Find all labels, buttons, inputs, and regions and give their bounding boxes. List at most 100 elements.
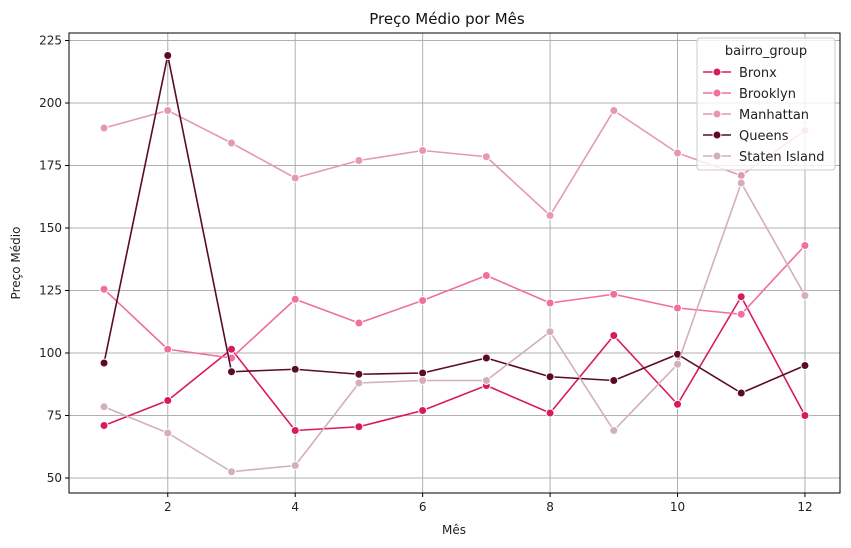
data-point-queens bbox=[418, 368, 428, 378]
data-point-manhattan bbox=[545, 211, 555, 220]
data-point-queens bbox=[481, 353, 491, 363]
data-point-manhattan bbox=[354, 156, 364, 165]
y-tick-label: 125 bbox=[39, 284, 62, 298]
series-brooklyn bbox=[99, 241, 810, 363]
x-tick-label: 8 bbox=[546, 500, 554, 514]
x-tick-label: 6 bbox=[419, 500, 427, 514]
data-point-bronx bbox=[99, 421, 109, 430]
x-tick-label: 10 bbox=[670, 500, 685, 514]
series-line-bronx bbox=[103, 295, 806, 432]
data-point-staten-island bbox=[609, 426, 619, 435]
x-tick-label: 2 bbox=[164, 500, 172, 514]
data-point-queens bbox=[609, 376, 619, 385]
data-point-manhattan bbox=[736, 171, 746, 180]
y-axis: 50 75 100 125 150 175 200 225 bbox=[39, 34, 69, 485]
data-point-manhattan bbox=[163, 106, 173, 115]
data-point-brooklyn bbox=[418, 296, 428, 305]
legend-label: Queens bbox=[739, 129, 789, 144]
y-tick-label: 150 bbox=[39, 221, 62, 235]
data-point-queens bbox=[99, 358, 109, 368]
legend-box bbox=[696, 37, 836, 171]
legend-marker bbox=[712, 151, 722, 161]
data-point-brooklyn bbox=[736, 309, 746, 319]
data-point-brooklyn bbox=[800, 241, 810, 250]
data-point-bronx bbox=[354, 422, 364, 432]
data-point-bronx bbox=[673, 399, 683, 409]
x-tick-label: 12 bbox=[797, 500, 812, 514]
data-point-manhattan bbox=[226, 138, 236, 148]
data-point-brooklyn bbox=[290, 294, 300, 304]
series-line-staten-island bbox=[103, 182, 806, 473]
y-axis-label: Preço Médio bbox=[9, 227, 23, 300]
legend-item-bronx: Bronx bbox=[703, 66, 777, 81]
x-tick-label: 4 bbox=[291, 500, 299, 514]
data-point-bronx bbox=[800, 411, 810, 420]
data-point-bronx bbox=[418, 406, 428, 415]
legend-marker bbox=[712, 130, 722, 140]
data-point-staten-island bbox=[800, 291, 810, 300]
data-point-bronx bbox=[290, 426, 300, 435]
y-tick-label: 225 bbox=[39, 34, 62, 48]
data-point-queens bbox=[800, 361, 810, 370]
data-point-manhattan bbox=[673, 148, 683, 158]
data-point-manhattan bbox=[481, 152, 491, 162]
series-queens bbox=[99, 51, 810, 398]
legend: bairro_group Bronx Brooklyn Manhattan Queen… bbox=[696, 37, 836, 171]
data-point-brooklyn bbox=[481, 271, 491, 280]
legend-marker bbox=[712, 67, 722, 77]
series-line-brooklyn bbox=[103, 244, 806, 359]
data-point-manhattan bbox=[609, 106, 619, 115]
data-point-staten-island bbox=[354, 378, 364, 388]
data-point-staten-island bbox=[290, 461, 300, 470]
data-point-bronx bbox=[609, 331, 619, 340]
data-point-staten-island bbox=[545, 327, 555, 337]
data-point-manhattan bbox=[99, 123, 109, 133]
data-point-manhattan bbox=[418, 146, 428, 155]
data-point-bronx bbox=[736, 292, 746, 302]
y-tick-label: 100 bbox=[39, 346, 62, 360]
chart-title: Preço Médio por Mês bbox=[369, 10, 525, 28]
data-point-staten-island bbox=[163, 428, 173, 438]
series-line-manhattan bbox=[103, 109, 806, 217]
y-tick-label: 175 bbox=[39, 159, 62, 173]
legend-item-brooklyn: Brooklyn bbox=[703, 87, 796, 102]
legend-item-staten-island: Staten Island bbox=[703, 150, 824, 165]
data-point-brooklyn bbox=[99, 284, 109, 294]
legend-marker bbox=[712, 109, 722, 119]
data-point-staten-island bbox=[736, 178, 746, 188]
data-point-brooklyn bbox=[545, 298, 555, 308]
data-point-staten-island bbox=[481, 376, 491, 385]
data-point-queens bbox=[226, 367, 236, 377]
legend-label: Brooklyn bbox=[739, 87, 796, 102]
y-tick-label: 75 bbox=[47, 409, 62, 423]
x-axis-label: Mês bbox=[442, 523, 466, 537]
legend-marker bbox=[712, 88, 722, 98]
data-point-brooklyn bbox=[609, 289, 619, 299]
legend-title: bairro_group bbox=[725, 44, 807, 59]
legend-item-manhattan: Manhattan bbox=[703, 108, 809, 123]
data-point-queens bbox=[163, 51, 173, 60]
data-point-brooklyn bbox=[673, 303, 683, 313]
data-point-bronx bbox=[163, 396, 173, 405]
data-point-brooklyn bbox=[354, 318, 364, 328]
series-bronx bbox=[99, 292, 810, 435]
series-line-queens bbox=[103, 54, 806, 394]
x-axis: 2 4 6 8 10 12 bbox=[164, 493, 813, 514]
data-point-queens bbox=[290, 364, 300, 374]
data-point-staten-island bbox=[226, 467, 236, 477]
legend-item-queens: Queens bbox=[703, 129, 789, 144]
data-point-manhattan bbox=[290, 173, 300, 183]
data-point-staten-island bbox=[673, 359, 683, 369]
data-point-queens bbox=[736, 388, 746, 398]
data-point-queens bbox=[354, 369, 364, 379]
legend-label: Staten Island bbox=[739, 150, 824, 165]
y-tick-label: 50 bbox=[47, 471, 62, 485]
data-point-bronx bbox=[545, 408, 555, 418]
plot-frame bbox=[68, 32, 841, 494]
data-point-staten-island bbox=[418, 376, 428, 385]
legend-label: Manhattan bbox=[739, 108, 809, 123]
data-point-staten-island bbox=[99, 402, 109, 412]
y-tick-label: 200 bbox=[39, 96, 62, 110]
data-point-brooklyn bbox=[163, 344, 173, 354]
